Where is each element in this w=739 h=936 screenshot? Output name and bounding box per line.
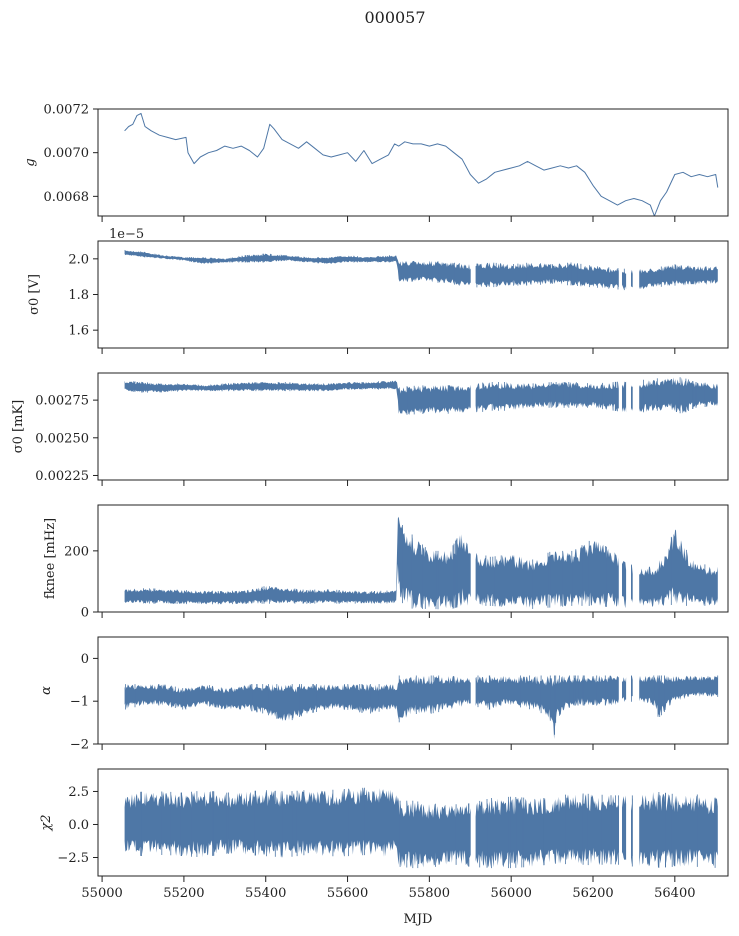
y-tick-label: 2.5	[68, 785, 89, 800]
y-tick-label: 0.0072	[44, 103, 90, 118]
data-band-segment	[639, 377, 718, 414]
y-tick-label: −2	[70, 738, 89, 753]
data-band-segment	[475, 382, 619, 413]
x-tick-label: 56400	[654, 886, 695, 901]
data-band-segment	[475, 541, 619, 608]
y-axis-label: σ0 [V]	[27, 274, 42, 315]
axes-frame	[97, 636, 729, 745]
data-band-segment	[631, 385, 633, 411]
data-band-segment	[631, 564, 633, 603]
data-band-segment	[639, 675, 718, 716]
x-tick-label: 55400	[245, 886, 286, 901]
data-band-segment	[124, 787, 471, 868]
data-band-segment	[124, 380, 471, 415]
y-tick-label: 0.0070	[44, 146, 90, 161]
axes-frame	[97, 240, 729, 349]
data-band-segment	[622, 560, 627, 609]
panel-2: 1.6 1.8 2.0 1e−5 σ0 [V]	[27, 227, 729, 354]
y-tick-label: 1.6	[68, 324, 89, 339]
y-tick-label: 2.0	[68, 252, 89, 267]
data-band-segment	[622, 677, 627, 702]
data-band-segment	[622, 381, 627, 413]
axes-frame	[97, 108, 729, 217]
y-axis-label: fknee [mHz]	[43, 518, 58, 599]
y-tick-label: −1	[70, 695, 89, 710]
panels: 0.0068 0.0070 0.0072 g 1.6 1.8 2.0 1e−5 σ0 [V] 0.…	[11, 103, 729, 901]
data-band-segment	[124, 516, 471, 609]
axes-frame	[97, 372, 729, 481]
y-tick-label: 0	[81, 652, 89, 667]
y-tick-label: 200	[64, 544, 89, 559]
y-axis-label: χ2	[39, 814, 54, 831]
data-band-segment	[475, 675, 619, 739]
data-band-segment	[475, 793, 619, 868]
panel-3: 0.00225 0.00250 0.00275 σ0 [mK]	[11, 372, 729, 486]
axes-frame	[97, 768, 729, 877]
data-band-segment	[124, 675, 471, 721]
x-tick-label: 55200	[163, 886, 204, 901]
data-band-segment	[639, 792, 718, 868]
axes-frame	[97, 504, 729, 613]
chart-title: 000057	[364, 8, 425, 27]
y-tick-label: 0.0068	[44, 190, 90, 205]
x-tick-label: 56000	[491, 886, 532, 901]
x-tick-label: 55600	[327, 886, 368, 901]
y-tick-label: 0.00225	[35, 469, 89, 484]
x-tick-label: 56200	[572, 886, 613, 901]
data-band-segment	[622, 795, 627, 860]
y-tick-label: 1.8	[68, 288, 89, 303]
data-band-segment	[639, 529, 718, 607]
y-tick-label: 0	[81, 606, 89, 621]
panel-5: −2 −1 0 α	[39, 636, 729, 753]
panel-4: 0 200 fknee [mHz]	[43, 504, 729, 621]
y-axis-label: α	[39, 686, 54, 695]
panel-1: 0.0068 0.0070 0.0072 g	[23, 103, 729, 222]
data-band-segment	[639, 264, 718, 290]
y-tick-label: 0.0	[68, 818, 89, 833]
y-tick-label: −2.5	[57, 851, 89, 866]
y-tick-label: 0.00275	[35, 394, 89, 409]
data-band-segment	[124, 249, 471, 286]
x-axis-label: MJD	[404, 912, 433, 927]
data-band-segment	[631, 269, 633, 288]
x-tick-label: 55800	[409, 886, 450, 901]
x-tick-label: 55000	[81, 886, 122, 901]
y-tick-label: 0.00250	[35, 431, 89, 446]
y-axis-label: g	[23, 158, 38, 166]
data-band-segment	[475, 262, 619, 289]
y-offset-text: 1e−5	[109, 227, 144, 242]
g-series-line	[124, 112, 719, 217]
panel-6: −2.5 0.0 2.5 55000 55200 55400 55600 55800 56000…	[39, 768, 729, 901]
y-axis-label: σ0 [mK]	[11, 400, 26, 453]
